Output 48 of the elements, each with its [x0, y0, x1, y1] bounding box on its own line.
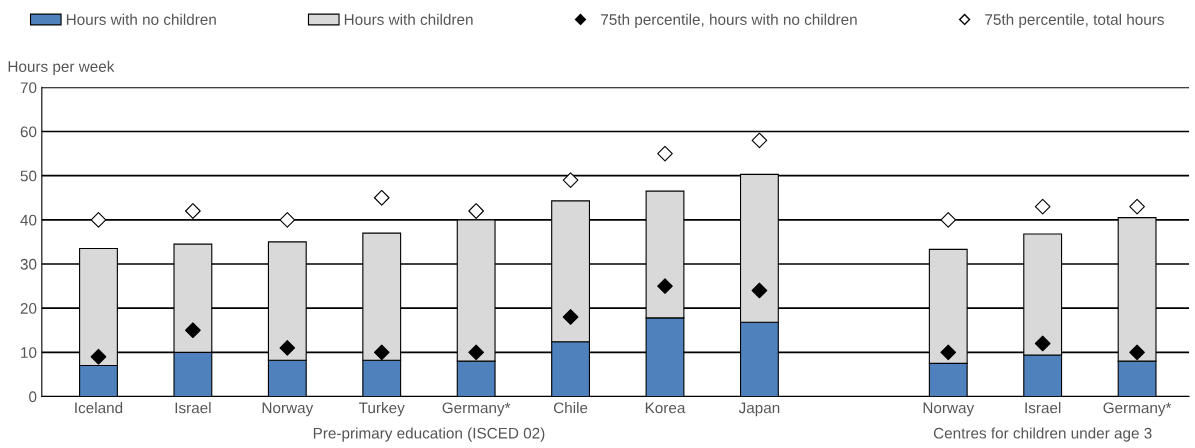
point: [940, 344, 957, 361]
x-tick-label: Korea: [645, 402, 686, 414]
point: [279, 340, 296, 356]
y-tick-label: 30: [20, 258, 37, 270]
point: [751, 132, 768, 149]
point: [657, 278, 673, 294]
point: [468, 344, 484, 361]
point: [90, 212, 107, 228]
legend-label: Hours with no children: [66, 13, 216, 25]
x-tick-label: Norway: [262, 402, 314, 417]
point: [1034, 198, 1051, 215]
point: [279, 212, 296, 228]
x-tick-label: Israel: [1025, 402, 1061, 414]
point: [1129, 344, 1145, 361]
y-axis-title: Hours per week: [8, 60, 115, 75]
point: [373, 189, 390, 206]
point: [185, 322, 201, 339]
y-tick-label: 20: [20, 303, 37, 314]
x-tick-label: Japan: [738, 402, 780, 417]
point: [751, 282, 768, 299]
point: [562, 309, 579, 325]
point: [90, 348, 107, 365]
legend-label: 75th percentile, total hours: [985, 13, 1164, 28]
point: [562, 172, 579, 188]
x-tick-label: Iceland: [75, 402, 123, 414]
y-tick-label: 40: [20, 214, 37, 226]
point: [373, 344, 390, 361]
x-tick-label: Chile: [553, 402, 588, 414]
point: [657, 145, 673, 162]
y-tick-label: 70: [20, 82, 37, 94]
text: Centres for children under age 3: [933, 427, 1152, 442]
point: [940, 212, 957, 228]
x-tick-label: Germany*: [1103, 402, 1172, 417]
point: [468, 203, 484, 219]
y-tick-label: 60: [20, 126, 37, 138]
point: [1034, 335, 1051, 352]
y-tick-label: 10: [21, 347, 37, 359]
x-tick-label: Norway: [923, 402, 975, 417]
y-tick-label: 50: [20, 170, 37, 182]
y-tick-label: 0: [29, 391, 37, 403]
legend-label: Hours with children: [344, 13, 473, 25]
text: Pre-primary education (ISCED 02): [313, 427, 545, 442]
x-tick-label: Turkey: [359, 402, 405, 417]
x-tick-label: Israel: [175, 402, 211, 414]
legend-label: 75th percentile, hours with no children: [601, 13, 857, 28]
point: [1129, 198, 1145, 215]
x-tick-label: Germany*: [442, 402, 511, 417]
point: [185, 203, 201, 219]
